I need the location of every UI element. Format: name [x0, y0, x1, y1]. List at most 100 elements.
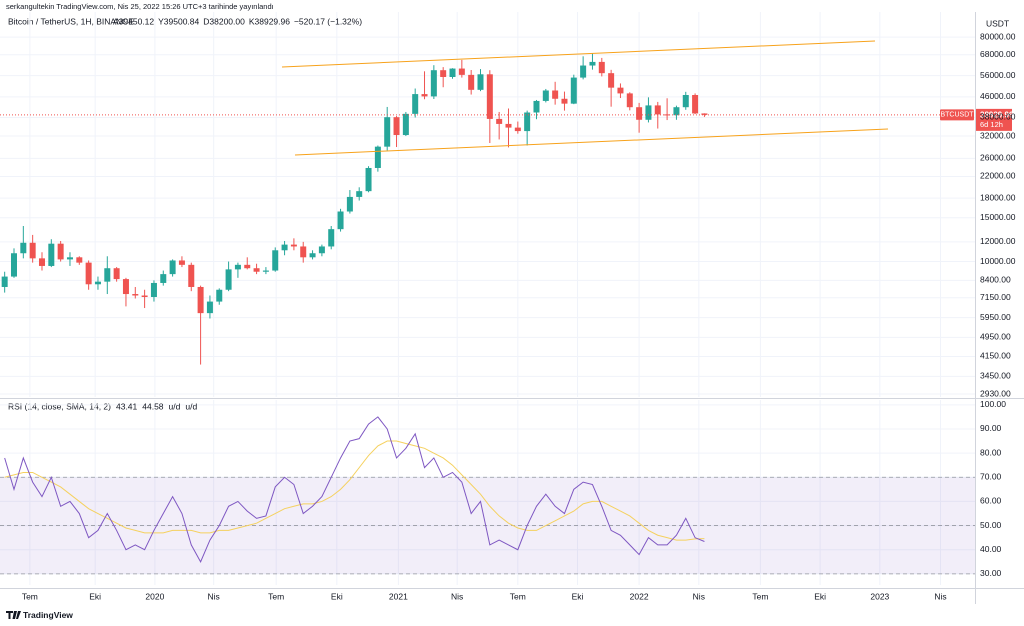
channel-lower: [294, 128, 889, 156]
x-tick-label: Eki: [814, 591, 826, 601]
candle-body: [178, 260, 185, 265]
candle-body: [542, 90, 549, 101]
price-tag: 38929.96: [980, 110, 1014, 119]
y-tick-label: 18000.00: [980, 192, 1016, 202]
currency-label: USDT: [986, 18, 1009, 28]
candle-body: [197, 286, 204, 314]
candle-body: [225, 269, 232, 290]
y-tick-label: 68000.00: [980, 49, 1016, 59]
candle-body: [262, 270, 269, 272]
candle-body: [337, 211, 344, 230]
candle-body: [38, 258, 45, 266]
candle-body: [234, 264, 241, 270]
candle-body: [300, 246, 307, 258]
y-tick-label: 38000.00: [980, 112, 1016, 122]
y-tick-label: 2930.00: [980, 388, 1011, 398]
candle-body: [244, 264, 251, 269]
candle-body: [141, 295, 148, 297]
candle-body: [272, 250, 279, 271]
x-tick-label: 2023: [870, 591, 889, 601]
y-tick-label: 100.00: [980, 399, 1006, 409]
rsi-title: RSI (14, close, SMA, 14, 2): [8, 401, 111, 411]
candle-body: [692, 95, 699, 114]
candle-body: [328, 229, 335, 247]
candle-body: [701, 113, 708, 115]
rsi-extra: u/d: [185, 401, 197, 411]
x-tick-label: Tem: [752, 591, 768, 601]
x-tick-label: 2021: [389, 591, 408, 601]
candle-body: [206, 301, 213, 314]
x-tick-label: 2020: [145, 591, 164, 601]
footer-logo: TradingView: [23, 610, 73, 620]
candle-body: [524, 112, 531, 132]
candle-body: [402, 113, 409, 136]
x-tick-label: Nis: [451, 591, 463, 601]
candle-body: [430, 70, 437, 97]
candle-body: [412, 94, 419, 114]
candle-body: [94, 281, 101, 285]
countdown: 6d 12h: [980, 120, 1003, 129]
candle-body: [645, 105, 652, 120]
candle-body: [505, 123, 512, 128]
panes: [0, 12, 975, 585]
y-tick-label: 30.00: [980, 568, 1002, 578]
rsi-sma-line: [4, 440, 705, 541]
candle-body: [561, 98, 568, 104]
x-tick-label: Eki: [331, 591, 343, 601]
candle-body: [570, 77, 577, 104]
candle-body: [552, 90, 559, 99]
candle-body: [477, 74, 484, 90]
candle-body: [253, 268, 260, 272]
y-tick-label: 15000.00: [980, 212, 1016, 222]
y-tick-label: 80.00: [980, 447, 1002, 457]
candle-body: [281, 244, 288, 251]
y-tick-label: 32000.00: [980, 130, 1016, 140]
candle-body: [654, 105, 661, 115]
candle-body: [664, 114, 671, 116]
y-tick-label: 4150.00: [980, 351, 1011, 361]
candle-body: [514, 127, 521, 132]
candle-body: [626, 93, 633, 108]
symbol-title: Bitcoin / TetherUS, 1H, BINANCE: [8, 16, 134, 26]
candle-body: [393, 117, 400, 136]
y-tick-label: 80000.00: [980, 31, 1016, 41]
candle-body: [113, 268, 120, 280]
candle-body: [486, 74, 493, 119]
candle-body: [309, 253, 316, 258]
candle-body: [598, 61, 605, 74]
symbol-tag: BTCUSDT: [940, 112, 974, 119]
y-tick-label: 12000.00: [980, 236, 1016, 246]
price-tag-box: [976, 108, 1012, 131]
candle-body: [290, 244, 297, 247]
candle-body: [496, 118, 503, 124]
candle-body: [150, 282, 157, 297]
ohlc-value: A39450.12: [113, 16, 154, 26]
candle-body: [365, 167, 372, 192]
y-tick-label: 40.00: [980, 544, 1002, 554]
candle-body: [76, 257, 83, 263]
y-tick-label: 5950.00: [980, 312, 1011, 322]
y-tick-label: 10000.00: [980, 256, 1016, 266]
candle-body: [589, 61, 596, 66]
x-tick-label: 2022: [630, 591, 649, 601]
candle-body: [449, 68, 456, 77]
x-tick-label: Nis: [693, 591, 705, 601]
candle-body: [682, 95, 689, 108]
candle-body: [48, 243, 55, 266]
x-tick-label: Tem: [22, 591, 38, 601]
y-tick-label: 50.00: [980, 520, 1002, 530]
candle-body: [66, 257, 73, 260]
candle-body: [160, 274, 167, 283]
candle-body: [440, 70, 447, 77]
x-tick-label: Nis: [208, 591, 220, 601]
candle-body: [57, 243, 64, 260]
x-tick-label: Eki: [89, 591, 101, 601]
candle-body: [10, 253, 17, 277]
candle-body: [85, 262, 92, 285]
ohlc-value: D38200.00: [203, 16, 245, 26]
rsi-line: [4, 416, 705, 563]
candle-body: [580, 65, 587, 78]
y-tick-label: 60.00: [980, 496, 1002, 506]
